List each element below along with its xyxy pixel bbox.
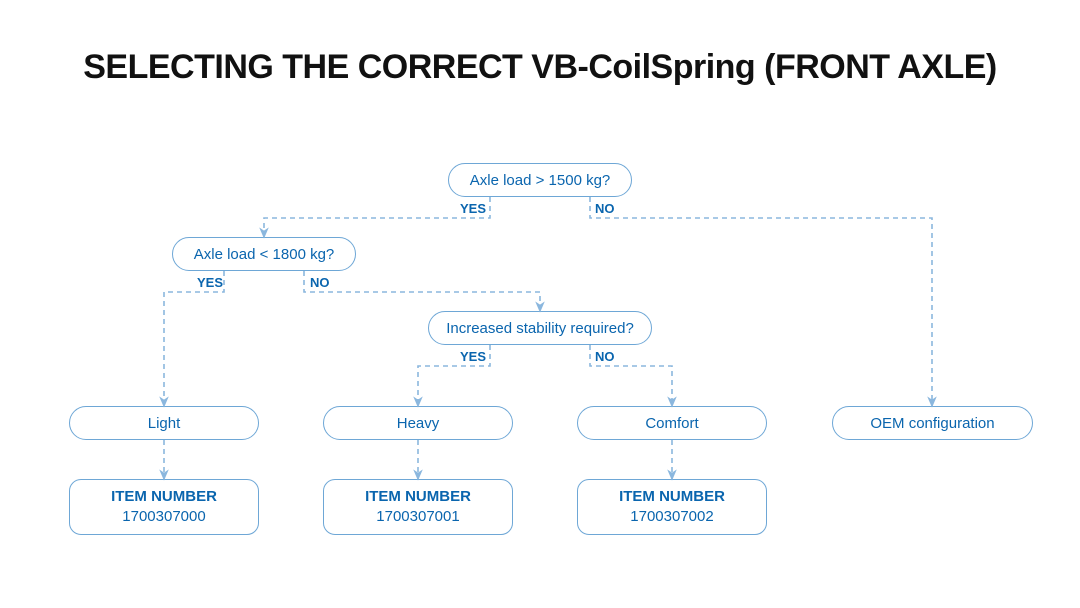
leaf-comfort: Comfort xyxy=(577,406,767,440)
edge-label-yes: YES xyxy=(460,349,486,364)
edge-label-no: NO xyxy=(595,201,615,216)
edge-label-yes: YES xyxy=(460,201,486,216)
edge-label-yes: YES xyxy=(197,275,223,290)
item-number-value: 1700307002 xyxy=(630,507,713,527)
node-label: OEM configuration xyxy=(870,415,994,432)
item-number-value: 1700307000 xyxy=(122,507,205,527)
item-number-label: ITEM NUMBER xyxy=(619,487,725,507)
result-light: ITEM NUMBER 1700307000 xyxy=(69,479,259,535)
leaf-light: Light xyxy=(69,406,259,440)
item-number-value: 1700307001 xyxy=(376,507,459,527)
leaf-heavy: Heavy xyxy=(323,406,513,440)
edge-label-no: NO xyxy=(310,275,330,290)
node-label: Increased stability required? xyxy=(446,320,634,337)
result-comfort: ITEM NUMBER 1700307002 xyxy=(577,479,767,535)
decision-stability: Increased stability required? xyxy=(428,311,652,345)
result-heavy: ITEM NUMBER 1700307001 xyxy=(323,479,513,535)
node-label: Axle load > 1500 kg? xyxy=(470,172,611,189)
edge-label-no: NO xyxy=(595,349,615,364)
node-label: Light xyxy=(148,415,181,432)
item-number-label: ITEM NUMBER xyxy=(111,487,217,507)
item-number-label: ITEM NUMBER xyxy=(365,487,471,507)
node-label: Axle load < 1800 kg? xyxy=(194,246,335,263)
decision-axle-1500: Axle load > 1500 kg? xyxy=(448,163,632,197)
leaf-oem: OEM configuration xyxy=(832,406,1033,440)
node-label: Comfort xyxy=(645,415,698,432)
node-label: Heavy xyxy=(397,415,440,432)
decision-axle-1800: Axle load < 1800 kg? xyxy=(172,237,356,271)
page-title: SELECTING THE CORRECT VB-CoilSpring (FRO… xyxy=(0,48,1080,87)
